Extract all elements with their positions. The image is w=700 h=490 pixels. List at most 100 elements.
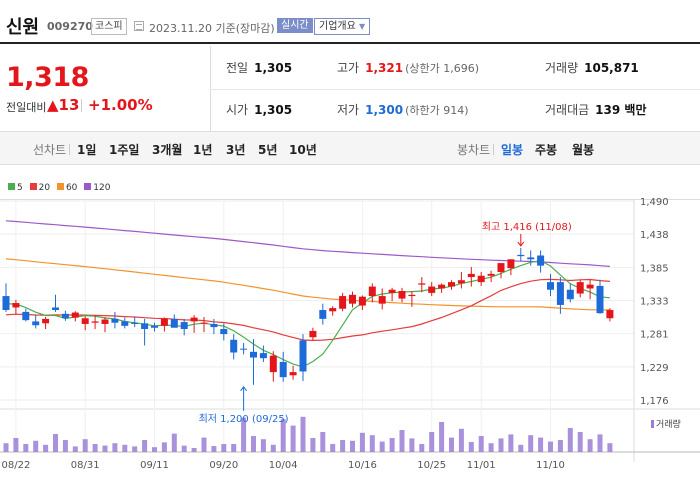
candle-body (368, 286, 376, 297)
candle-body (190, 317, 198, 322)
tab-period-1w[interactable]: 1주일 (109, 143, 140, 157)
volume-bar (399, 430, 405, 452)
volume-bar (518, 444, 524, 452)
legend-label: 5 (17, 183, 23, 193)
candle-body (200, 322, 208, 324)
volume-label: 거래량 (545, 61, 579, 75)
amount-cell: 거래대금 139 백만 (545, 103, 646, 117)
x-tick-label: 10/25 (417, 460, 446, 471)
tab-candle-daily[interactable]: 일봉 (501, 143, 524, 157)
candle-body (547, 282, 554, 290)
volume-bar (538, 437, 544, 452)
stock-code: 009270 (47, 20, 93, 33)
volume-legend: 거래량 (651, 417, 681, 430)
y-tick-label: 1,438 (640, 230, 669, 241)
candle-body (418, 283, 426, 285)
amount-label: 거래대금 (545, 103, 590, 117)
volume-bar (449, 437, 454, 452)
market-badge: 코스피 (91, 18, 127, 35)
candle-body (279, 361, 287, 378)
volume-bar (280, 419, 286, 452)
candle-chart-label: 봉차트 (457, 143, 491, 157)
candle-body (81, 318, 89, 324)
candle-body (220, 329, 228, 335)
x-tick-label: 08/22 (1, 460, 30, 471)
y-tick-label: 1,385 (640, 263, 669, 274)
y-tick-label: 1,333 (640, 297, 669, 308)
change-percent: +1.00% (88, 96, 153, 114)
volume-bar (270, 444, 276, 452)
volume-bar (43, 444, 49, 452)
candle-body (32, 321, 40, 326)
high-cell: 고가 1,321 (상한가 1,696) (337, 61, 479, 76)
upper-limit: (상한가 1,696) (405, 62, 479, 75)
price-chart[interactable]: 1,490 1,438 1,385 1,333 1,281 1,229 1,176 08/22… (0, 178, 700, 490)
line-chart-label: 선차트 (33, 143, 67, 157)
candle-body (378, 296, 386, 304)
volume-bar (161, 442, 167, 452)
chevron-down-icon: ▼ (359, 22, 366, 31)
high-value: 1,321 (365, 61, 404, 75)
legend-swatch (56, 183, 64, 190)
volume-bar (23, 444, 29, 452)
y-tick-label: 1,281 (640, 330, 669, 341)
candle-body (576, 282, 584, 294)
volume-legend-label: 거래량 (656, 420, 681, 430)
tab-candle-monthly[interactable]: 월봉 (572, 143, 595, 157)
chart-tabs: 선차트 1일 1주일 3개월 1년 3년 5년 10년 봉차트 일봉 주봉 월봉 (0, 132, 700, 165)
x-tick-label: 11/01 (467, 460, 496, 471)
ma60-line (5, 258, 610, 311)
volume-bar (260, 439, 266, 452)
volume-bar (548, 441, 553, 452)
tab-period-3m[interactable]: 3개월 (152, 143, 183, 157)
open-value: 1,305 (254, 103, 293, 117)
candle-body (586, 284, 594, 289)
high-label: 고가 (337, 61, 360, 75)
candle-body (71, 312, 79, 318)
candle-body (408, 294, 416, 297)
company-overview-dropdown[interactable]: 기업개요 ▼ (314, 18, 371, 35)
change-value: ▲13 (47, 96, 80, 114)
tab-period-5y[interactable]: 5년 (258, 143, 278, 157)
candle-body (487, 273, 495, 276)
clock-icon (134, 21, 144, 31)
tab-period-1y[interactable]: 1년 (193, 143, 213, 157)
candle-body (398, 290, 406, 299)
low-value: 1,300 (365, 103, 404, 117)
volume-bar (488, 443, 494, 452)
tab-period-3y[interactable]: 3년 (226, 143, 246, 157)
x-tick-label: 11/10 (536, 460, 565, 471)
ma-legend: 5 20 60 120 (4, 183, 110, 193)
volume-bar (13, 438, 19, 452)
volume-bar (221, 444, 227, 452)
prev-close-value: 1,305 (254, 61, 293, 75)
volume-cell: 거래량 105,871 (545, 61, 639, 75)
y-tick-label: 1,176 (640, 396, 669, 407)
volume-bar (181, 445, 187, 452)
volume-bar (191, 448, 197, 452)
candle-body (250, 351, 257, 358)
volume-bar (132, 446, 138, 452)
candle-body (61, 313, 69, 319)
volume-bar (251, 436, 256, 452)
tab-period-1d[interactable]: 1일 (77, 143, 97, 157)
price-summary: 1,318 전일대비 ▲13 +1.00% 전일 1,305 고가 1,321 (상한… (0, 46, 700, 132)
volume-bar (122, 444, 128, 452)
x-tick-label: 08/31 (71, 460, 100, 471)
candle-body (309, 330, 317, 338)
volume-bar (171, 433, 177, 452)
tab-candle-weekly[interactable]: 주봉 (535, 143, 558, 157)
tab-period-10y[interactable]: 10년 (289, 143, 317, 157)
candle-body (259, 353, 267, 359)
legend-swatch (8, 183, 15, 190)
x-tick-label: 10/16 (348, 460, 377, 471)
candle-body (289, 372, 297, 376)
low-label: 저가 (337, 103, 360, 117)
candle-body (388, 289, 396, 293)
volume-bar (92, 444, 98, 452)
change-label: 전일대비 (6, 101, 47, 114)
realtime-button[interactable]: 실시간 (277, 18, 313, 33)
volume-bar (62, 440, 68, 452)
candle-body (160, 318, 168, 326)
volume-bar (607, 443, 613, 452)
